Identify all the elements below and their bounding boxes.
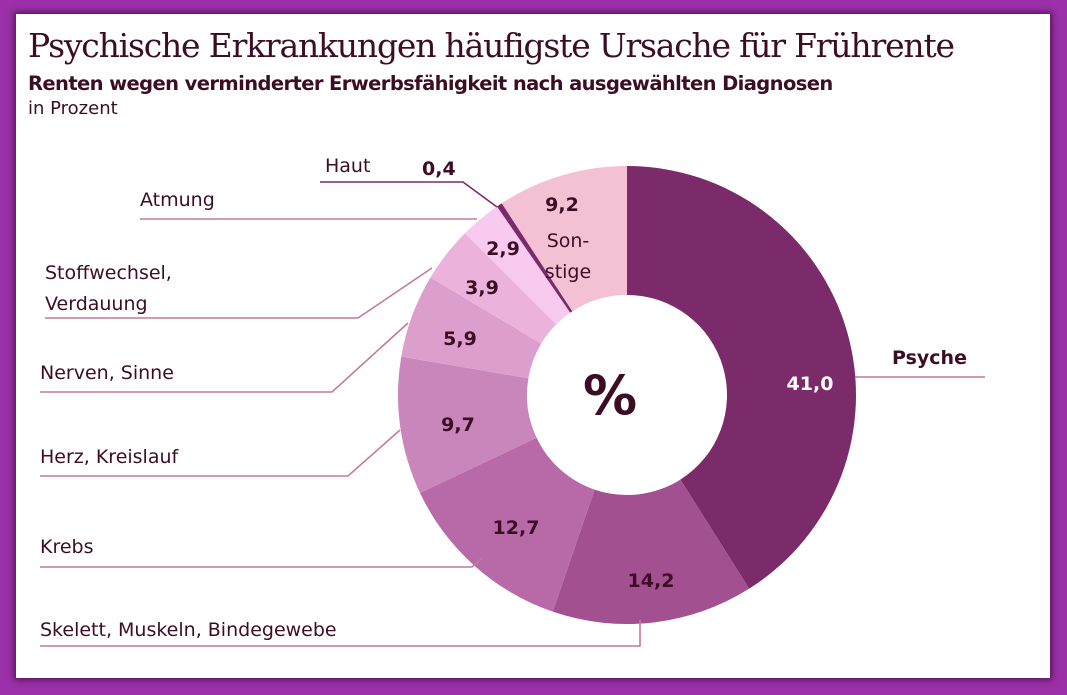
label-psyche: Psyche: [892, 347, 967, 369]
leader-skelett: [40, 620, 641, 647]
slice-stoffwechsel-verdauung: [430, 233, 557, 344]
value-label: 12,7: [493, 517, 540, 539]
value-label: 2,9: [486, 238, 520, 260]
label-stoffwechsel-1: Stoffwechsel,: [45, 262, 172, 284]
center-percent-label: %: [583, 364, 637, 427]
label-nerven: Nerven, Sinne: [40, 362, 174, 384]
label-sonstige-2: stige: [545, 261, 591, 283]
slice-krebs: [419, 437, 595, 612]
label-haut: Haut: [325, 155, 370, 177]
leader-nerven: [40, 322, 409, 393]
slice-haut: [496, 203, 573, 313]
label-stoffwechsel-2: Verdauung: [45, 293, 148, 315]
label-krebs: Krebs: [40, 536, 94, 558]
slice-skelett-muskeln-bindegewebe: [552, 479, 750, 624]
value-haut: 0,4: [422, 158, 456, 180]
label-herz: Herz, Kreislauf: [40, 446, 180, 468]
chart-unit: in Prozent: [28, 98, 118, 119]
slice-psyche: [627, 166, 856, 589]
chart-subtitle: Renten wegen verminderter Erwerbsfähigke…: [28, 72, 833, 95]
leader-krebs: [40, 557, 483, 568]
leader-haut: [320, 181, 498, 208]
leader-herz: [40, 429, 401, 477]
value-label: 3,9: [465, 277, 499, 299]
slice-herz-kreislauf: [397, 356, 537, 493]
value-label: 41,0: [787, 373, 834, 395]
label-atmung: Atmung: [140, 189, 215, 211]
slice-atmung: [464, 206, 571, 325]
value-label: 9,2: [545, 194, 579, 216]
value-label: 14,2: [628, 570, 675, 592]
label-skelett: Skelett, Muskeln, Bindegewebe: [40, 619, 337, 641]
label-sonstige-1: Son-: [547, 230, 590, 252]
value-label: 5,9: [443, 328, 477, 350]
value-label: 9,7: [441, 414, 475, 436]
leader-stoffwechsel: [45, 267, 433, 319]
leader-lines: [40, 181, 985, 647]
slice-nerven-sinne: [401, 277, 542, 379]
chart-title: Psychische Erkrankungen häufigste Ursach…: [28, 26, 955, 65]
slice-son-stige: [501, 166, 627, 312]
